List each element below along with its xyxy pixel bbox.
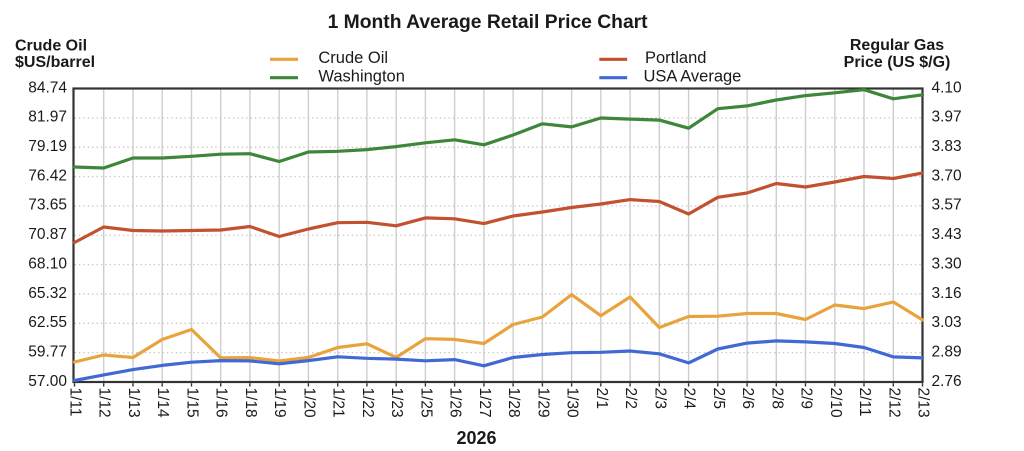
svg-text:2/12: 2/12: [885, 388, 902, 418]
svg-text:2026: 2026: [456, 428, 496, 448]
svg-text:62.55: 62.55: [28, 314, 67, 331]
svg-text:USA Average: USA Average: [644, 68, 742, 86]
svg-text:2/2: 2/2: [622, 388, 639, 410]
svg-text:$US/barrel: $US/barrel: [15, 54, 95, 71]
svg-text:Crude Oil: Crude Oil: [15, 38, 87, 55]
svg-text:2/9: 2/9: [798, 388, 815, 410]
svg-text:3.03: 3.03: [932, 314, 962, 331]
svg-text:3.97: 3.97: [932, 109, 962, 126]
svg-text:2/13: 2/13: [915, 388, 932, 418]
svg-text:2/5: 2/5: [710, 388, 727, 410]
svg-text:1/19: 1/19: [271, 388, 288, 418]
svg-text:4.10: 4.10: [932, 79, 963, 96]
svg-text:1/22: 1/22: [359, 388, 376, 418]
svg-text:Regular Gas: Regular Gas: [850, 37, 944, 54]
svg-text:1 Month Average Retail Price C: 1 Month Average Retail Price Chart: [328, 12, 649, 33]
svg-text:1/14: 1/14: [154, 388, 171, 419]
svg-text:Price (US $/G): Price (US $/G): [844, 54, 951, 71]
svg-text:70.87: 70.87: [28, 226, 67, 243]
svg-text:2.89: 2.89: [932, 343, 962, 360]
svg-text:84.74: 84.74: [28, 79, 67, 96]
svg-text:73.65: 73.65: [28, 197, 67, 214]
svg-text:2/1: 2/1: [593, 388, 610, 410]
svg-text:81.97: 81.97: [28, 109, 67, 126]
svg-text:1/15: 1/15: [184, 388, 201, 418]
svg-text:1/13: 1/13: [125, 388, 142, 418]
svg-text:57.00: 57.00: [28, 373, 67, 390]
svg-text:2/3: 2/3: [651, 388, 668, 410]
svg-text:76.42: 76.42: [28, 167, 67, 184]
svg-text:2.76: 2.76: [932, 373, 962, 390]
svg-text:1/26: 1/26: [447, 388, 464, 418]
svg-text:79.19: 79.19: [28, 138, 67, 155]
svg-text:2/4: 2/4: [681, 388, 698, 410]
svg-text:1/29: 1/29: [534, 388, 551, 418]
svg-text:1/28: 1/28: [505, 388, 522, 418]
svg-text:3.70: 3.70: [932, 167, 963, 184]
svg-text:1/25: 1/25: [417, 388, 434, 418]
svg-text:1/16: 1/16: [213, 388, 230, 418]
svg-text:1/18: 1/18: [242, 388, 259, 418]
svg-text:3.43: 3.43: [932, 226, 962, 243]
svg-text:59.77: 59.77: [28, 343, 67, 360]
svg-text:65.32: 65.32: [28, 285, 67, 302]
svg-text:1/12: 1/12: [96, 388, 113, 418]
svg-text:3.16: 3.16: [932, 285, 962, 302]
svg-text:Washington: Washington: [318, 68, 405, 86]
svg-text:Crude Oil: Crude Oil: [318, 49, 388, 67]
svg-text:1/20: 1/20: [300, 388, 317, 419]
svg-text:3.57: 3.57: [932, 197, 962, 214]
svg-text:2/6: 2/6: [739, 388, 756, 410]
svg-text:1/27: 1/27: [476, 388, 493, 418]
svg-text:1/21: 1/21: [330, 388, 347, 418]
svg-text:1/11: 1/11: [67, 388, 84, 417]
svg-text:68.10: 68.10: [28, 255, 67, 272]
svg-text:2/8: 2/8: [768, 388, 785, 410]
svg-text:3.30: 3.30: [932, 255, 963, 272]
svg-text:3.83: 3.83: [932, 138, 962, 155]
svg-text:Portland: Portland: [645, 49, 706, 67]
svg-text:1/30: 1/30: [564, 388, 581, 419]
svg-text:2/11: 2/11: [856, 388, 873, 417]
svg-text:1/23: 1/23: [388, 388, 405, 418]
svg-text:2/10: 2/10: [827, 388, 844, 419]
